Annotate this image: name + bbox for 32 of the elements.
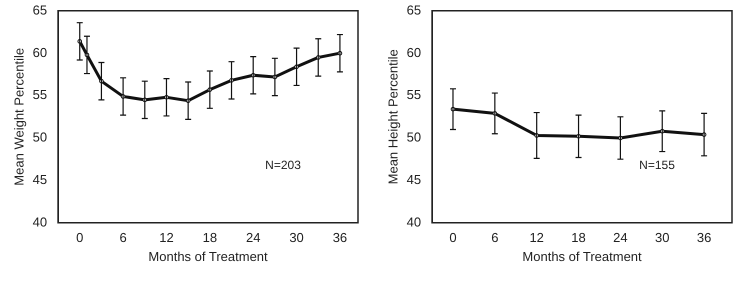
- x-tick-label: 18: [571, 230, 586, 246]
- annotation: N=203: [265, 158, 302, 172]
- x-tick-label: 30: [655, 230, 670, 246]
- x-tick-label: 6: [119, 230, 127, 246]
- x-tick-label: 24: [246, 230, 260, 246]
- x-tick-label: 0: [449, 230, 457, 246]
- y-tick-label: 55: [32, 87, 48, 102]
- y-tick-label: 55: [406, 87, 422, 102]
- y-tick-label: 40: [32, 214, 48, 230]
- y-tick-label: 50: [32, 130, 48, 145]
- y-tick-label: 50: [406, 130, 422, 145]
- y-axis-title: Mean Height Percentile: [385, 49, 400, 184]
- x-tick-label: 36: [696, 230, 712, 246]
- x-tick-label: 12: [529, 230, 544, 246]
- x-tick-label: 36: [332, 230, 348, 246]
- y-tick-label: 45: [406, 172, 422, 187]
- y-axis-title: Mean Weight Percentile: [11, 48, 26, 186]
- y-tick-label: 60: [406, 44, 422, 60]
- x-tick-label: 30: [289, 230, 304, 246]
- y-tick-label: 45: [32, 172, 48, 187]
- x-tick-label: 0: [76, 230, 84, 246]
- x-tick-label: 6: [491, 230, 498, 246]
- x-axis-title: Months of Treatment: [148, 248, 268, 264]
- x-tick-label: 12: [159, 230, 174, 246]
- x-axis-title: Months of Treatment: [522, 248, 642, 264]
- y-tick-label: 65: [406, 2, 422, 18]
- y-tick-label: 65: [32, 2, 48, 18]
- y-tick-label: 60: [32, 44, 48, 60]
- y-tick-label: 40: [406, 214, 422, 230]
- x-tick-label: 18: [202, 230, 218, 246]
- x-tick-label: 24: [613, 230, 628, 246]
- annotation: N=155: [639, 158, 676, 172]
